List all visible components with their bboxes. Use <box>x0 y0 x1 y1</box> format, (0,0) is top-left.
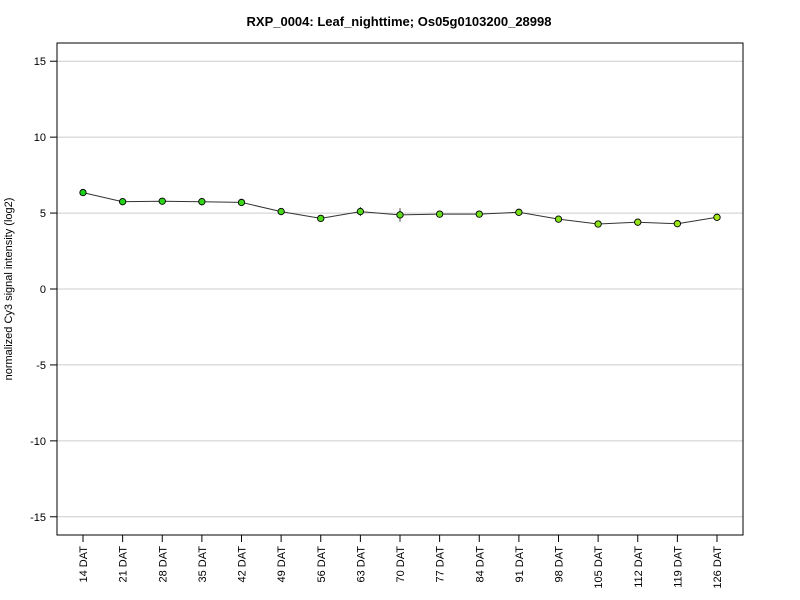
x-tick-label: 21 DAT <box>118 546 130 583</box>
x-tick-label: 105 DAT <box>593 546 605 589</box>
data-point <box>198 198 206 206</box>
data-point <box>475 210 483 218</box>
data-point <box>594 220 602 228</box>
x-tick-label: 119 DAT <box>672 546 684 588</box>
x-tick-label: 126 DAT <box>712 546 724 589</box>
y-tick-label: -10 <box>30 436 46 448</box>
data-point <box>673 220 682 228</box>
x-tick-label: 98 DAT <box>554 546 566 583</box>
data-point <box>317 214 325 223</box>
y-tick-label: -15 <box>30 512 46 524</box>
data-points-layer <box>79 188 721 228</box>
data-point <box>515 208 523 216</box>
data-point <box>158 197 166 205</box>
y-axis-label: normalized Cy3 signal intensity (log2) <box>3 198 15 381</box>
x-tick-label: 63 DAT <box>355 546 367 583</box>
data-point <box>118 198 127 206</box>
data-point <box>713 213 721 221</box>
y-tick-label: 15 <box>34 56 46 68</box>
data-point <box>237 198 246 207</box>
x-tick-label: 28 DAT <box>157 546 169 583</box>
x-tick-label: 84 DAT <box>474 546 486 583</box>
x-tick-label: 70 DAT <box>395 546 407 583</box>
x-tick-label: 112 DAT <box>633 546 645 588</box>
y-tick-label: -5 <box>36 360 46 372</box>
x-tick-label: 14 DAT <box>78 546 90 583</box>
data-point <box>277 207 285 216</box>
y-tick-label: 0 <box>40 284 46 296</box>
x-tick-label: 42 DAT <box>237 546 249 583</box>
y-tick-label: 10 <box>34 132 46 144</box>
x-tick-label: 49 DAT <box>276 546 288 583</box>
x-tick-label: 56 DAT <box>316 546 328 583</box>
data-point <box>79 188 87 197</box>
chart-title: RXP_0004: Leaf_nighttime; Os05g0103200_2… <box>247 14 552 29</box>
data-point <box>634 218 642 226</box>
data-point <box>396 211 404 219</box>
x-tick-label: 91 DAT <box>514 546 526 583</box>
y-tick-label: 5 <box>40 208 46 220</box>
x-axis: 14 DAT 21 DAT 28 DAT 35 DAT 42 DAT 49 DAT 56 D… <box>78 534 724 589</box>
data-point <box>554 215 563 223</box>
x-tick-label: 35 DAT <box>197 546 209 583</box>
data-point <box>356 207 365 216</box>
y-axis: -15 -10 -5 0 5 10 15 <box>30 56 57 524</box>
x-tick-label: 77 DAT <box>435 546 447 583</box>
data-point <box>435 210 444 218</box>
grid-lines <box>57 60 743 518</box>
